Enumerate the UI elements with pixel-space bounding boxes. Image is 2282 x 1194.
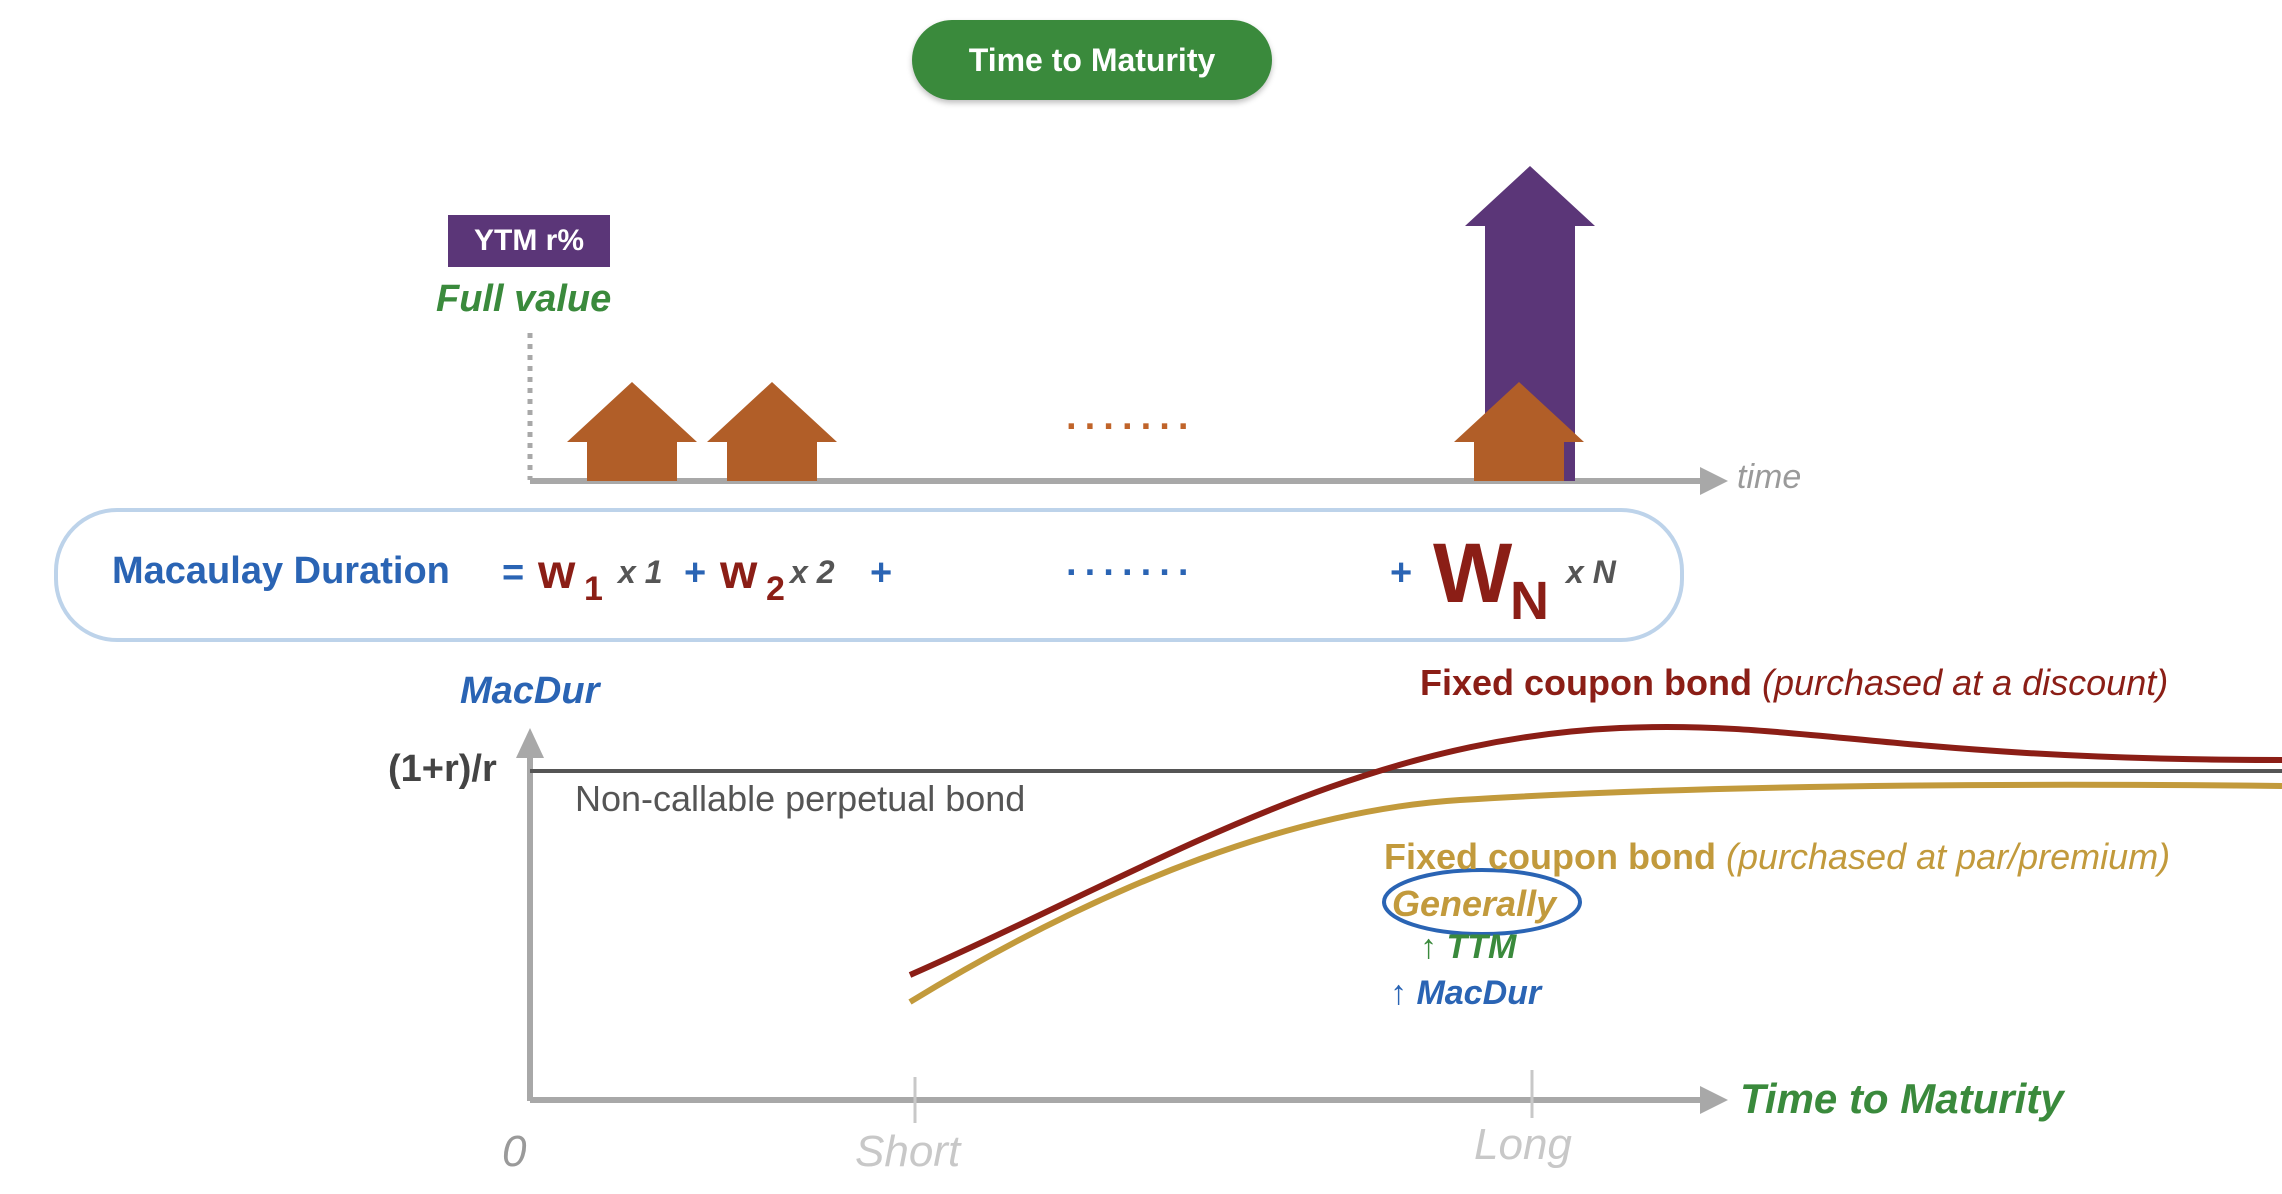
tick-long-label: Long <box>1474 1120 1572 1169</box>
par-bond-curve <box>908 781 2282 1005</box>
par-bond-name: Fixed coupon bond <box>1384 836 1716 877</box>
formula-plus-n: + <box>1390 552 1413 594</box>
title-pill: Time to Maturity <box>912 20 1272 100</box>
ttm-up-label: ↑ TTM <box>1420 928 1517 966</box>
formula-plus-2: + <box>870 552 893 594</box>
discount-bond-curve <box>908 723 2282 978</box>
weight-2: w <box>720 546 758 599</box>
y-axis-arrowhead <box>516 728 544 758</box>
weight-1-subscript: 1 <box>584 570 603 608</box>
timeline-ellipsis: ······· <box>1066 406 1197 448</box>
weight-n-subscript: N <box>1510 571 1549 631</box>
par-bond-note: (purchased at par/premium) <box>1725 836 2171 877</box>
discount-bond-note: (purchased at a discount) <box>1761 662 2169 703</box>
weight-1: w <box>538 546 576 599</box>
time-n-multiplier: x N <box>1566 554 1616 590</box>
discount-bond-label: Fixed coupon bond (purchased at a discou… <box>1420 662 2168 704</box>
x-axis-label: Time to Maturity <box>1740 1075 2064 1122</box>
time-axis-label: time <box>1737 458 1802 496</box>
discount-bond-name: Fixed coupon bond <box>1420 662 1752 703</box>
formula-plus-1: + <box>684 552 707 594</box>
coupon-arrow-1 <box>567 382 697 481</box>
coupon-arrow-2 <box>707 382 837 481</box>
formula-label: Macaulay Duration <box>112 550 450 592</box>
formula-ellipsis: ······· <box>1066 552 1197 594</box>
ytm-badge: YTM r% <box>448 215 610 267</box>
x-axis-arrowhead <box>1700 1086 1728 1114</box>
time-1-multiplier: x 1 <box>618 554 663 590</box>
time-2-multiplier: x 2 <box>790 554 835 590</box>
perpetual-bond-label: Non-callable perpetual bond <box>575 778 1026 819</box>
macdur-up-label: ↑ MacDur <box>1390 974 1542 1012</box>
highlight-circle <box>1382 868 1582 936</box>
generally-label: Generally <box>1392 883 1557 924</box>
coupon-arrow-n <box>1454 382 1584 481</box>
weight-2-subscript: 2 <box>766 570 785 608</box>
tick-short-label: Short <box>855 1127 961 1176</box>
weight-n: W <box>1433 526 1513 620</box>
par-bond-label: Fixed coupon bond (purchased at par/prem… <box>1384 836 2170 878</box>
asymptote-label: (1+r)/r <box>388 748 497 790</box>
formula-box <box>54 508 1684 642</box>
y-axis-label: MacDur <box>460 670 600 712</box>
full-value-label: Full value <box>436 278 612 320</box>
tick-zero-label: 0 <box>502 1127 527 1176</box>
formula-equals: = <box>502 552 525 594</box>
timeline-arrowhead <box>1700 467 1728 495</box>
